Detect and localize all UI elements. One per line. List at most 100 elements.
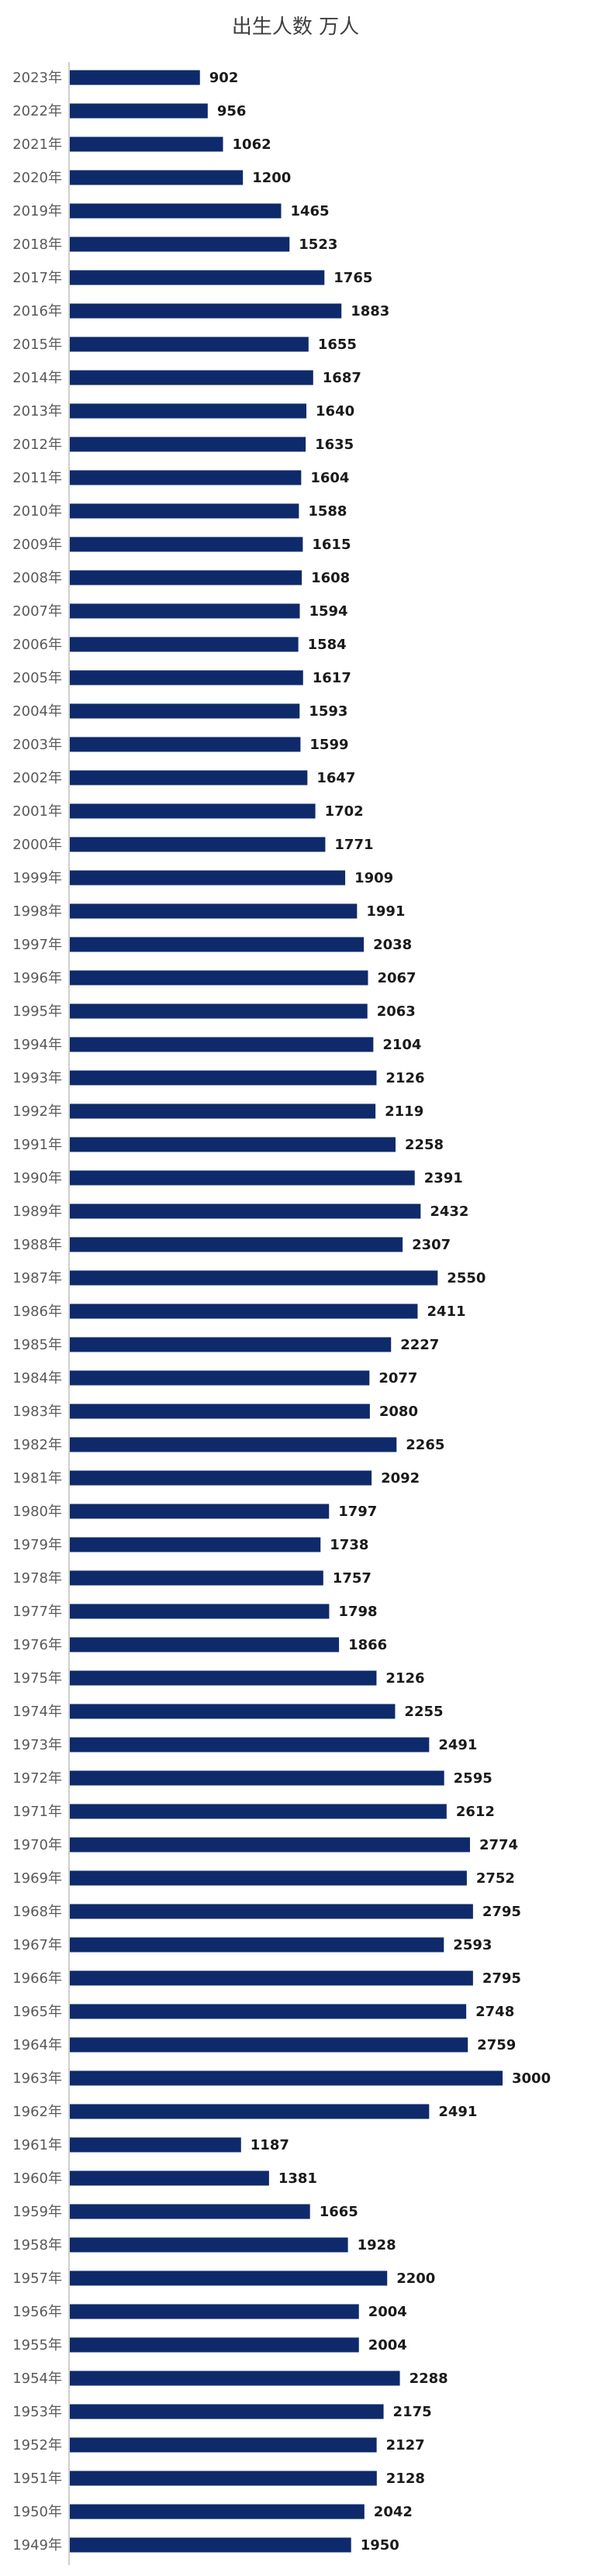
y-tick-label: 1997年 — [12, 937, 62, 953]
bar — [70, 2004, 467, 2019]
bar — [70, 2037, 468, 2053]
bar — [70, 1504, 330, 1519]
y-tick-label: 1957年 — [12, 2270, 62, 2287]
bar — [70, 1103, 376, 1119]
bar — [70, 1604, 330, 1619]
y-tick-label: 1998年 — [12, 903, 62, 920]
y-tick-label: 2012年 — [12, 437, 62, 453]
data-label: 2550 — [447, 1270, 486, 1286]
y-tick-label: 2005年 — [12, 670, 62, 686]
bar — [70, 1304, 418, 1319]
data-label: 1381 — [278, 2170, 317, 2187]
bar — [70, 1404, 370, 1419]
data-label: 1883 — [351, 303, 389, 319]
bar — [70, 1037, 374, 1052]
data-label: 1599 — [309, 737, 348, 753]
bar — [70, 303, 342, 319]
y-tick-label: 1974年 — [12, 1704, 62, 1720]
bar — [70, 1737, 430, 1752]
y-tick-label: 2006年 — [12, 637, 62, 653]
data-label: 2759 — [477, 2037, 516, 2053]
bar — [70, 2437, 377, 2453]
bar — [70, 2304, 359, 2319]
bar — [70, 1870, 467, 1886]
bar — [70, 1804, 447, 1819]
data-label: 2175 — [393, 2404, 432, 2420]
bar — [70, 1437, 397, 1452]
y-tick-label: 1968年 — [12, 1904, 62, 1920]
bar — [70, 2237, 348, 2253]
data-label: 2080 — [379, 1404, 418, 1420]
bar — [70, 1570, 323, 1586]
bar — [70, 337, 309, 352]
y-tick-label: 2002年 — [12, 770, 62, 786]
y-tick-label: 2011年 — [12, 470, 62, 486]
y-tick-label: 2010年 — [12, 503, 62, 520]
y-tick-label: 1990年 — [12, 1170, 62, 1186]
bar — [70, 2337, 359, 2353]
y-tick-label: 1954年 — [12, 2371, 62, 2387]
data-label: 2038 — [373, 937, 412, 953]
bar — [70, 2371, 400, 2386]
bar — [70, 203, 282, 219]
data-label: 2432 — [430, 1203, 468, 1220]
data-label: 1909 — [354, 870, 393, 886]
y-tick-label: 1962年 — [12, 2104, 62, 2120]
data-label: 1635 — [315, 437, 354, 453]
y-tick-label: 1989年 — [12, 1203, 62, 1220]
y-tick-label: 1986年 — [12, 1304, 62, 1320]
y-tick-label: 1949年 — [12, 2537, 62, 2554]
data-label: 2127 — [386, 2437, 425, 2453]
data-label: 2491 — [438, 1737, 477, 1753]
data-label: 2063 — [377, 1003, 416, 1020]
bar — [70, 2404, 384, 2419]
y-tick-label: 2009年 — [12, 537, 62, 553]
data-label: 3000 — [512, 2070, 551, 2087]
bar — [70, 1337, 392, 1352]
bar — [70, 1770, 444, 1786]
bar — [70, 570, 302, 585]
data-label: 1588 — [308, 503, 347, 520]
data-label: 1798 — [338, 1604, 377, 1620]
data-label: 2593 — [453, 1937, 492, 1953]
bar — [70, 1370, 370, 1386]
y-tick-label: 1980年 — [12, 1504, 62, 1520]
bar — [70, 70, 200, 85]
data-label: 1594 — [309, 603, 347, 620]
data-label: 2067 — [377, 970, 416, 986]
data-label: 2612 — [456, 1804, 495, 1820]
bar — [70, 2270, 388, 2286]
data-label: 2288 — [410, 2371, 448, 2387]
y-tick-label: 1956年 — [12, 2304, 62, 2320]
y-tick-label: 2021年 — [12, 136, 62, 153]
bar — [70, 2137, 241, 2153]
y-tick-label: 2022年 — [12, 103, 62, 119]
data-label: 1465 — [290, 203, 329, 219]
y-tick-label: 1973年 — [12, 1737, 62, 1753]
data-label: 1593 — [309, 703, 347, 720]
bar — [70, 2104, 430, 2119]
bars-group: 2023年 902 2022年 956 2021年 1062 2020年 1200 2019年 1… — [12, 70, 551, 2554]
data-label: 1062 — [233, 136, 271, 153]
data-label: 1702 — [325, 803, 364, 820]
bar — [70, 403, 307, 419]
bar — [70, 537, 303, 552]
bar — [70, 1904, 473, 1919]
y-tick-label: 1955年 — [12, 2337, 62, 2353]
data-label: 1200 — [252, 170, 291, 186]
data-label: 1584 — [308, 637, 347, 653]
y-tick-label: 2014年 — [12, 370, 62, 386]
y-tick-label: 2004年 — [12, 703, 62, 720]
y-tick-label: 1951年 — [12, 2471, 62, 2487]
bar — [70, 1137, 396, 1152]
y-tick-label: 2017年 — [12, 270, 62, 286]
chart-title: 出生人数 万人 — [231, 16, 360, 39]
bar — [70, 1670, 377, 1686]
y-tick-label: 1983年 — [12, 1404, 62, 1420]
y-tick-label: 1978年 — [12, 1570, 62, 1587]
bar — [70, 470, 302, 485]
bar — [70, 370, 313, 385]
bar — [70, 1270, 438, 1286]
bar — [70, 2471, 377, 2486]
